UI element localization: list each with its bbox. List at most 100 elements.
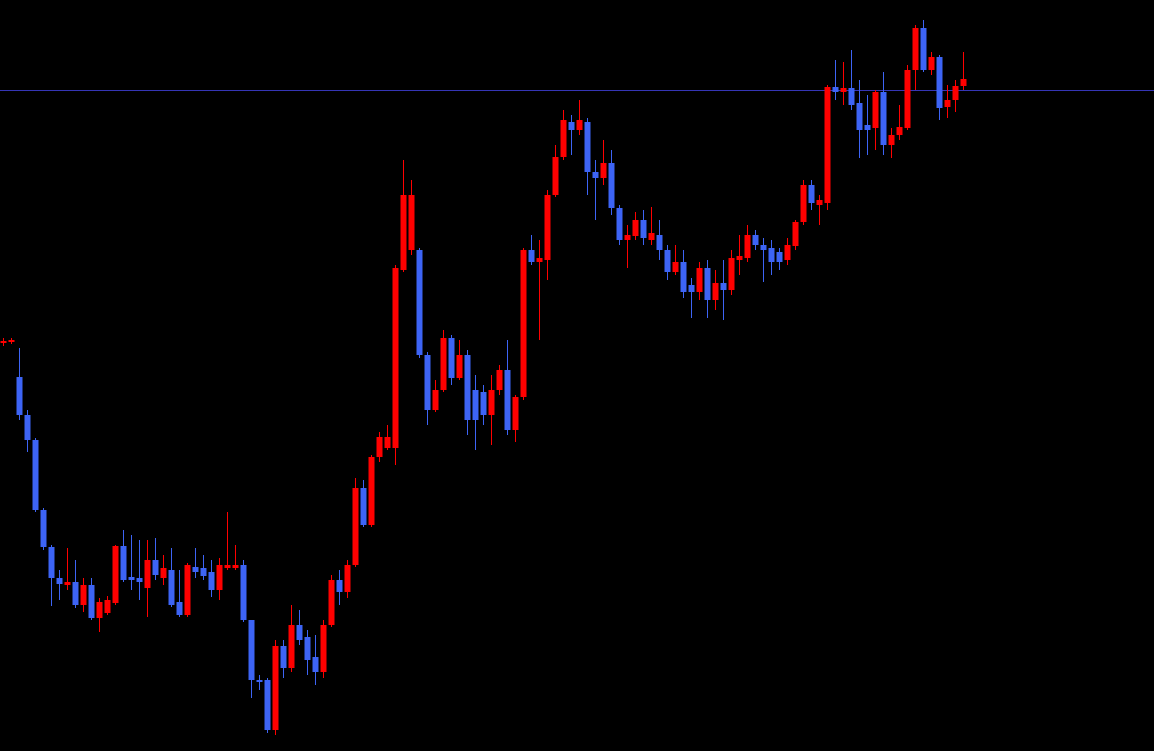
candle-body <box>176 602 183 615</box>
candle-body <box>608 163 615 208</box>
candle-body <box>856 103 863 130</box>
candle-body <box>504 370 511 430</box>
candle-body <box>808 185 815 203</box>
candle-body <box>80 585 87 605</box>
candle-body <box>392 268 399 448</box>
candle-body <box>56 578 63 584</box>
candle-body <box>456 355 463 378</box>
candle-body <box>792 222 799 246</box>
candle-body <box>512 397 519 430</box>
candle-body <box>344 565 351 592</box>
candle-body <box>840 88 847 92</box>
candle-body <box>912 28 919 70</box>
candle-body <box>152 560 159 575</box>
candle-body <box>640 220 647 238</box>
candle-body <box>24 415 31 440</box>
candle-body <box>208 572 215 590</box>
candle-body <box>200 568 207 576</box>
candle-body <box>488 390 495 415</box>
candle-body <box>672 262 679 272</box>
candle-body <box>232 565 239 568</box>
candle-body <box>496 370 503 390</box>
candle-body <box>936 57 943 108</box>
candle-body <box>256 680 263 682</box>
candle-body <box>520 250 527 397</box>
candle-body <box>568 122 575 130</box>
candle-body <box>184 565 191 615</box>
candle-body <box>744 235 751 258</box>
candle-body <box>376 437 383 457</box>
candle-body <box>264 680 271 730</box>
candle-body <box>224 565 231 568</box>
candle-body <box>120 546 127 580</box>
candle-body <box>448 338 455 378</box>
candle-body <box>920 28 927 70</box>
candle-body <box>864 125 871 130</box>
candle-body <box>416 250 423 355</box>
candle-body <box>928 57 935 70</box>
candle-body <box>536 258 543 262</box>
candle-body <box>72 582 79 605</box>
candle-body <box>336 580 343 592</box>
candle-body <box>464 355 471 420</box>
candle-body <box>696 268 703 292</box>
candle-body <box>192 567 199 572</box>
candle-body <box>656 235 663 250</box>
candle-body <box>112 546 119 603</box>
candle-body <box>528 250 535 262</box>
candle-body <box>632 220 639 236</box>
candle-body <box>832 87 839 92</box>
candle-body <box>0 341 7 343</box>
candle-body <box>400 195 407 270</box>
candle-body <box>272 646 279 730</box>
candle-body <box>144 560 151 588</box>
candle-body <box>424 355 431 410</box>
candle-body <box>368 457 375 525</box>
candle-body <box>552 157 559 195</box>
candle-body <box>736 256 743 260</box>
candle-body <box>248 620 255 680</box>
candle-body <box>584 122 591 172</box>
candle-body <box>872 92 879 128</box>
candle-body <box>800 185 807 222</box>
candle-body <box>472 390 479 420</box>
candle-body <box>688 285 695 292</box>
candle-body <box>128 577 135 580</box>
candle-body <box>240 565 247 620</box>
candle-body <box>544 195 551 260</box>
candle-body <box>320 625 327 672</box>
candle-body <box>816 200 823 205</box>
candle-body <box>592 172 599 178</box>
candle-body <box>880 92 887 145</box>
candle-body <box>896 127 903 135</box>
candle-body <box>680 262 687 292</box>
candle-body <box>88 585 95 618</box>
candle-body <box>480 392 487 415</box>
candle-body <box>904 70 911 128</box>
candle-body <box>704 268 711 300</box>
candle-body <box>664 250 671 272</box>
candle-body <box>104 600 111 613</box>
candle-body <box>848 88 855 105</box>
candle-body <box>312 657 319 672</box>
candle-body <box>624 235 631 240</box>
candle-body <box>216 565 223 590</box>
candle-body <box>304 637 311 660</box>
candle-body <box>784 245 791 260</box>
candle-body <box>720 283 727 290</box>
candle-body <box>408 195 415 250</box>
candle-body <box>168 570 175 605</box>
candle-body <box>760 245 767 250</box>
candle-body <box>8 340 15 342</box>
candle-body <box>776 252 783 262</box>
candle-body <box>560 120 567 157</box>
candle-body <box>752 235 759 245</box>
candle-body <box>600 163 607 178</box>
candle-body <box>352 488 359 565</box>
candle-body <box>64 582 71 585</box>
candle-body <box>280 646 287 668</box>
candle-body <box>40 510 47 547</box>
candle-body <box>384 437 391 448</box>
